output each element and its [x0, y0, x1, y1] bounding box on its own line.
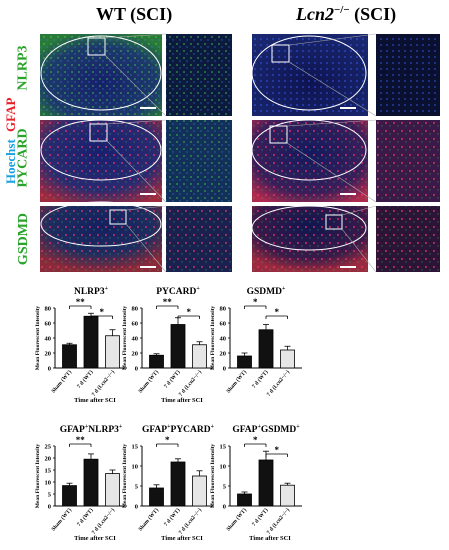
y-tick-label: 10 [132, 464, 139, 471]
chart-1: PYCARD+ 0 20 40 60 80 Mean Fluorescent Intensi… [122, 286, 214, 404]
bar-7-d-lcn2- [192, 475, 207, 507]
x-axis-label: Time after SCI [249, 535, 291, 542]
bar-7-d-wt- [258, 459, 274, 507]
chart-title: GFAP+NLRP3+ [60, 424, 123, 435]
y-tick-label: 15 [132, 444, 139, 451]
chart-0: NLRP3+ 0 20 40 60 80 Mean Fluorescent Intensit… [35, 286, 127, 404]
chart-title: GFAP+GSDMD+ [232, 424, 300, 435]
bar-charts: NLRP3+ 0 20 40 60 80 Mean Fluorescent Intensit… [35, 286, 302, 542]
chart-title: PYCARD+ [156, 286, 200, 297]
x-axis-label: Time after SCI [161, 535, 203, 542]
y-tick-label: 0 [223, 366, 226, 373]
x-tick-label: Sham (WT) [50, 369, 73, 395]
bar-sham-wt- [149, 487, 164, 507]
x-tick-label: Sham (WT) [225, 369, 248, 395]
micrograph-panel [40, 33, 440, 273]
y-tick-label: 5 [135, 484, 139, 491]
y-axis-label: Mean Fluorescent Intensity [210, 444, 216, 509]
sig-label: ** [76, 297, 86, 307]
sig-label: * [100, 307, 105, 317]
header-wt: WT (SCI) [96, 4, 173, 24]
y-tick-label: 80 [45, 306, 52, 313]
x-tick-label: Sham (WT) [225, 507, 248, 533]
x-tick-label: 7 d (WT) [162, 369, 181, 390]
bar-7-d-wt- [170, 324, 186, 369]
bar-7-d-lcn2- [280, 349, 295, 369]
y-tick-label: 20 [220, 351, 227, 358]
sig-label: ** [76, 435, 86, 445]
bar-7-d-wt- [170, 461, 186, 507]
x-tick-label: Sham (WT) [137, 369, 160, 395]
y-tick-label: 0 [223, 504, 226, 511]
sig-label: * [165, 435, 170, 445]
x-tick-label: Sham (WT) [50, 507, 73, 533]
bar-7-d-wt- [83, 458, 99, 507]
chart-4: GFAP+PYCARD+ 0 5 10 15 Mean Fluorescent Inten… [122, 424, 215, 542]
y-tick-label: 0 [48, 366, 51, 373]
y-tick-label: 15 [220, 444, 227, 451]
bar-7-d-lcn2- [105, 473, 120, 507]
chart-5: GFAP+GSDMD+ 0 5 10 15 Mean Fluorescent Intens… [210, 424, 302, 542]
bar-7-d-lcn2- [192, 344, 207, 369]
header-lcn2-ko: Lcn2−/− (SCI) [296, 4, 396, 25]
y-tick-label: 5 [48, 492, 52, 499]
x-tick-label: 7 d (WT) [250, 507, 269, 528]
x-tick-label: 7 d (WT) [250, 369, 269, 390]
y-tick-label: 0 [135, 504, 138, 511]
y-tick-label: 40 [220, 336, 227, 343]
x-tick-label: 7 d (WT) [162, 507, 181, 528]
y-tick-label: 20 [132, 351, 139, 358]
chart-title: GSDMD+ [247, 286, 286, 297]
y-tick-label: 0 [48, 504, 51, 511]
y-tick-label: 80 [220, 306, 227, 313]
x-axis-label: Time after SCI [74, 397, 116, 404]
x-tick-label: 7 d (WT) [75, 369, 94, 390]
bar-7-d-wt- [258, 329, 274, 369]
y-tick-label: 0 [135, 366, 138, 373]
x-axis-label: Time after SCI [161, 397, 203, 404]
header-lcn2-sci: (SCI) [349, 4, 397, 24]
y-tick-label: 80 [132, 306, 139, 313]
x-axis-label: Time after SCI [74, 535, 116, 542]
y-axis-label: Mean Fluorescent Intensity [122, 444, 128, 509]
y-tick-label: 5 [223, 484, 227, 491]
y-tick-label: 40 [132, 336, 139, 343]
bar-sham-wt- [62, 344, 77, 369]
sig-label: * [253, 435, 258, 445]
bar-7-d-lcn2- [105, 335, 120, 369]
bar-sham-wt- [237, 355, 252, 369]
y-tick-label: 60 [45, 321, 52, 328]
y-tick-label: 60 [220, 321, 227, 328]
y-axis-label: Mean Fluorescent Intensity [35, 444, 41, 509]
header-lcn2-genotype: −/− [334, 4, 350, 16]
x-tick-label: Sham (WT) [137, 507, 160, 533]
y-tick-label: 10 [220, 464, 227, 471]
sig-label: ** [163, 297, 173, 307]
header-lcn2-gene: Lcn2 [296, 4, 334, 24]
y-tick-label: 20 [45, 351, 52, 358]
y-tick-label: 25 [45, 444, 52, 451]
bar-7-d-wt- [83, 315, 99, 369]
y-tick-label: 15 [45, 468, 52, 475]
bar-sham-wt- [62, 485, 77, 507]
y-tick-label: 60 [132, 321, 139, 328]
bar-sham-wt- [237, 493, 252, 507]
bar-7-d-lcn2- [280, 484, 295, 507]
sig-label: * [187, 307, 192, 317]
y-tick-label: 10 [45, 480, 52, 487]
sig-label: * [275, 307, 280, 317]
x-tick-label: 7 d (WT) [75, 507, 94, 528]
sig-label: * [253, 297, 258, 307]
sig-label: * [275, 445, 280, 455]
chart-3: GFAP+NLRP3+ 0 5 10 15 20 25 Mean Fluorescent In… [35, 424, 127, 542]
chart-title: GFAP+PYCARD+ [142, 424, 215, 435]
y-tick-label: 40 [45, 336, 52, 343]
y-axis-label: Mean Fluorescent Intensity [35, 306, 41, 371]
y-axis-label: Mean Fluorescent Intensity [210, 306, 216, 371]
y-tick-label: 20 [45, 456, 52, 463]
bar-sham-wt- [149, 354, 164, 369]
chart-title: NLRP3+ [74, 286, 109, 297]
y-axis-label: Mean Fluorescent Intensity [122, 306, 128, 371]
chart-2: GSDMD+ 0 20 40 60 80 Mean Fluorescent Intensit… [210, 286, 302, 398]
